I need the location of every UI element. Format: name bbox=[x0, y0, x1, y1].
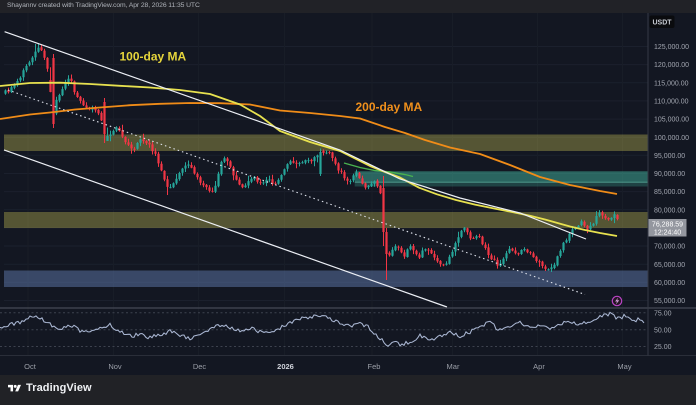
svg-text:65,000.00: 65,000.00 bbox=[654, 262, 685, 269]
svg-text:95,000.00: 95,000.00 bbox=[654, 153, 685, 160]
svg-text:Mar: Mar bbox=[447, 362, 460, 371]
svg-text:120,000.00: 120,000.00 bbox=[654, 62, 689, 69]
svg-text:85,000.00: 85,000.00 bbox=[654, 189, 685, 196]
svg-text:115,000.00: 115,000.00 bbox=[654, 80, 689, 87]
svg-text:50.00: 50.00 bbox=[654, 327, 672, 334]
svg-text:Feb: Feb bbox=[368, 362, 381, 371]
svg-text:200-day MA: 200-day MA bbox=[356, 100, 423, 114]
svg-text:Oct: Oct bbox=[24, 362, 37, 371]
svg-text:12:24:40: 12:24:40 bbox=[654, 230, 681, 237]
svg-text:125,000.00: 125,000.00 bbox=[654, 44, 689, 51]
svg-text:100-day MA: 100-day MA bbox=[120, 50, 187, 64]
svg-text:USDT: USDT bbox=[652, 20, 672, 27]
svg-text:75.00: 75.00 bbox=[654, 310, 672, 317]
svg-text:2026: 2026 bbox=[277, 362, 294, 371]
svg-text:100,000.00: 100,000.00 bbox=[654, 135, 689, 142]
svg-text:76,288.59: 76,288.59 bbox=[652, 222, 683, 229]
svg-text:May: May bbox=[617, 362, 631, 371]
svg-text:55,000.00: 55,000.00 bbox=[654, 298, 685, 305]
svg-text:110,000.00: 110,000.00 bbox=[654, 99, 689, 106]
svg-text:70,000.00: 70,000.00 bbox=[654, 244, 685, 251]
svg-text:90,000.00: 90,000.00 bbox=[654, 171, 685, 178]
svg-text:105,000.00: 105,000.00 bbox=[654, 117, 689, 124]
svg-text:25.00: 25.00 bbox=[654, 344, 672, 351]
svg-text:80,000.00: 80,000.00 bbox=[654, 207, 685, 214]
svg-text:Nov: Nov bbox=[108, 362, 122, 371]
svg-text:Dec: Dec bbox=[193, 362, 207, 371]
svg-text:Apr: Apr bbox=[533, 362, 545, 371]
svg-text:60,000.00: 60,000.00 bbox=[654, 280, 685, 287]
